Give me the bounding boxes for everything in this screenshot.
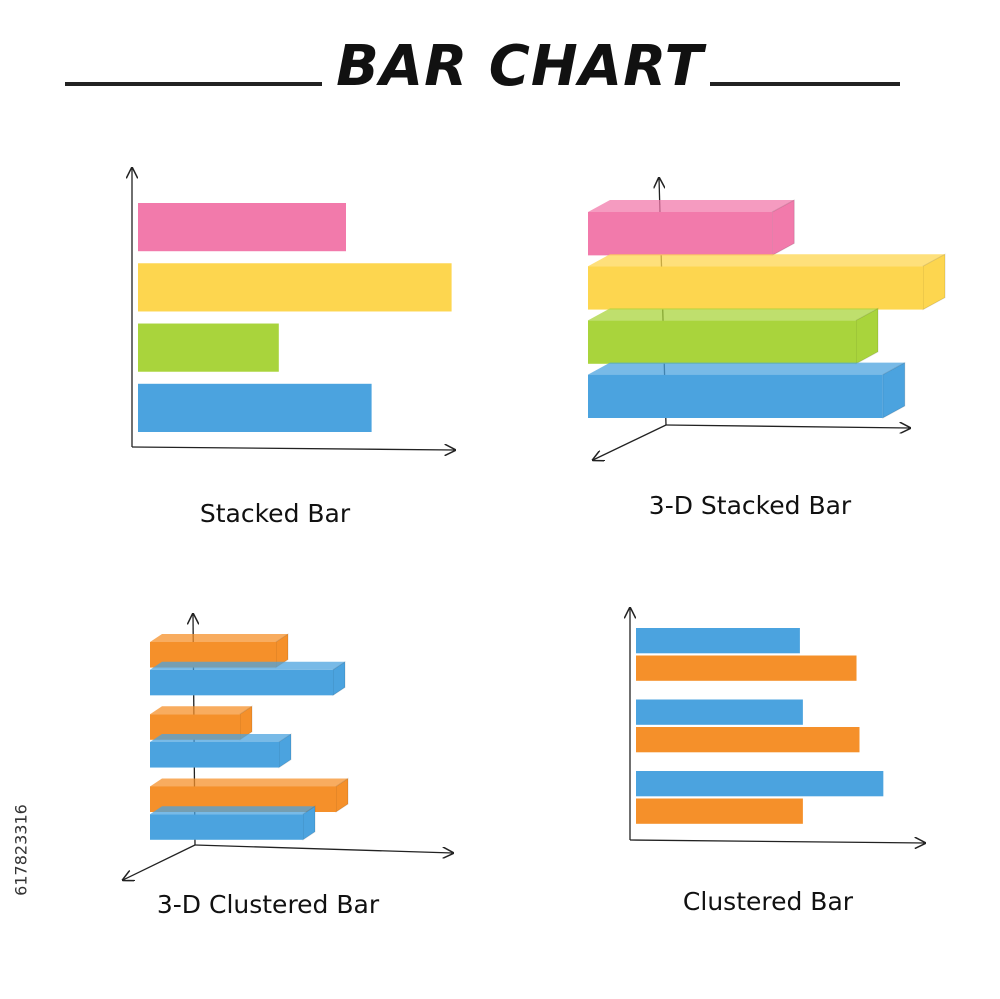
bar-top: [588, 200, 795, 212]
axis-line: [593, 424, 667, 460]
bar: [150, 742, 279, 768]
bar: [588, 266, 923, 310]
bar-top: [150, 734, 291, 742]
bar: [138, 203, 346, 252]
axis-line: [629, 840, 925, 843]
axis-line: [194, 844, 453, 853]
bar-top: [588, 308, 878, 321]
bar-top: [150, 661, 345, 670]
bar-top: [150, 778, 348, 787]
axis-line: [123, 844, 196, 880]
bar: [588, 320, 856, 364]
chart-caption: 3-D Stacked Bar: [649, 491, 852, 520]
bar: [636, 628, 800, 654]
bar: [636, 798, 803, 824]
bar: [138, 323, 279, 372]
chart-caption: Clustered Bar: [683, 887, 854, 916]
bar: [588, 374, 883, 418]
bar-top: [150, 706, 252, 715]
bar: [150, 814, 303, 840]
bar-top: [588, 362, 905, 375]
chart-caption: 3-D Clustered Bar: [157, 890, 380, 919]
bar: [636, 727, 860, 753]
bar: [138, 263, 452, 312]
bar-top: [588, 254, 945, 267]
axis-line: [131, 447, 455, 450]
chart-caption: Stacked Bar: [200, 499, 351, 528]
bar: [150, 669, 333, 696]
bar: [138, 383, 372, 432]
page-title: BAR CHART: [336, 34, 707, 99]
bar-top: [150, 634, 288, 642]
side-id: 617823316: [12, 804, 31, 896]
bar: [588, 212, 773, 256]
bar: [636, 771, 884, 797]
bar: [636, 699, 803, 725]
axis-line: [665, 425, 910, 428]
bar-top: [150, 806, 315, 815]
bar: [636, 655, 857, 681]
